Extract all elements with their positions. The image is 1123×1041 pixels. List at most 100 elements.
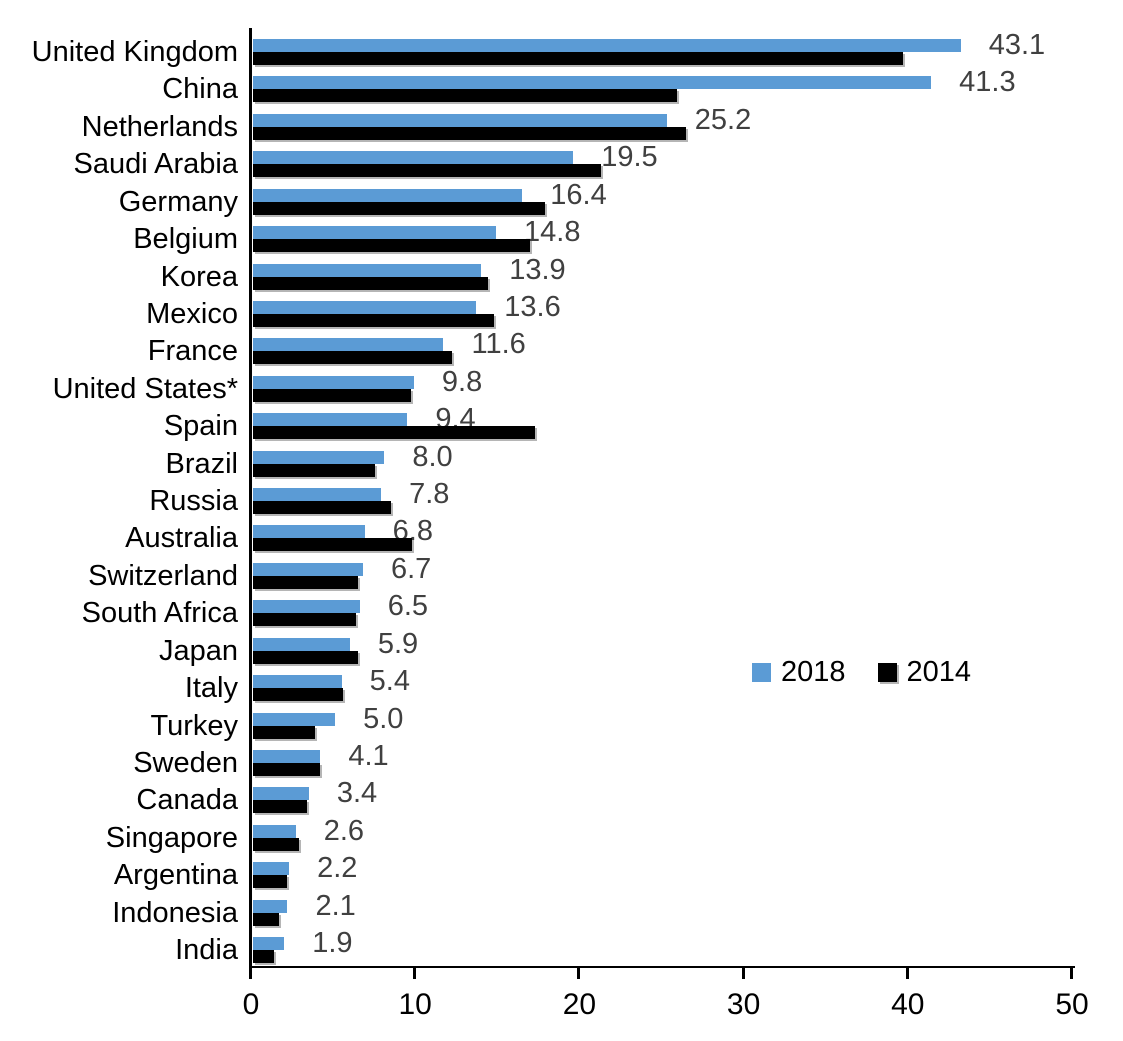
data-label: 1.9 [312, 927, 353, 960]
bar-2014 [253, 276, 488, 290]
legend-item-2018: 2018 [752, 658, 846, 687]
bar-2014 [253, 688, 344, 702]
bar-2014 [253, 239, 531, 253]
legend-swatch-2018-icon [752, 663, 771, 682]
data-label: 6.5 [387, 590, 429, 623]
category-label: Australia [125, 522, 238, 555]
x-axis-line [249, 966, 1075, 968]
data-label: 3.4 [336, 777, 378, 810]
category-label: Singapore [105, 821, 238, 854]
data-label: 5.4 [369, 665, 410, 698]
bar-2014 [253, 575, 359, 589]
bar-2014 [253, 800, 308, 814]
category-label: Mexico [146, 297, 238, 330]
data-label: 7.8 [409, 478, 450, 511]
bar-2014 [253, 837, 299, 851]
bar-2014 [253, 89, 677, 103]
data-label: 6.7 [391, 552, 432, 585]
category-label: China [162, 73, 238, 106]
bar-2018 [253, 263, 482, 277]
bar-2014 [253, 650, 359, 664]
data-label: 4.1 [348, 739, 389, 772]
legend-label-2018: 2018 [781, 656, 846, 688]
bar-2014 [253, 950, 275, 964]
legend-swatch-2014-icon [877, 663, 897, 682]
category-label: Japan [158, 634, 238, 667]
bar-2018 [253, 600, 360, 614]
bar-2014 [253, 912, 280, 926]
bar-2018 [253, 226, 497, 240]
data-label: 2.6 [323, 814, 365, 847]
category-label: Netherlands [81, 110, 238, 143]
bar-2018 [253, 562, 363, 576]
category-label: United Kingdom [31, 36, 238, 68]
data-label: 8.0 [412, 440, 453, 473]
category-label: Saudi Arabia [73, 148, 238, 181]
data-label: 13.6 [504, 290, 561, 323]
category-label: Belgium [133, 223, 238, 256]
data-label: 9.8 [441, 365, 483, 398]
category-label: Korea [160, 260, 238, 293]
data-label: 5.0 [363, 702, 404, 735]
bar-2018 [253, 712, 336, 726]
bar-2014 [253, 313, 495, 327]
bar-2014 [253, 52, 904, 65]
bar-2014 [253, 201, 546, 215]
category-label: Sweden [133, 746, 238, 779]
bar-2018 [253, 413, 408, 427]
bar-2018 [253, 787, 309, 801]
bar-2018 [253, 188, 523, 202]
bar-2018 [253, 338, 444, 352]
x-axis-tick [249, 968, 252, 979]
data-label: 2.2 [317, 852, 358, 885]
category-label: Indonesia [112, 896, 238, 929]
data-label: 11.6 [471, 328, 526, 361]
bar-2018 [253, 824, 296, 838]
bar-2018 [253, 375, 414, 389]
bar-2018 [253, 300, 477, 314]
data-label: 16.4 [550, 178, 607, 211]
category-label: Italy [184, 672, 238, 705]
x-axis-tick-label: 20 [562, 988, 597, 1021]
bar-2018 [253, 450, 385, 464]
data-label: 2.1 [315, 889, 356, 922]
x-axis-tick-label: 0 [242, 988, 260, 1021]
data-label: 5.9 [377, 627, 419, 660]
bar-2018 [253, 675, 342, 689]
category-label: Russia [149, 485, 238, 518]
x-axis-tick-label: 40 [891, 988, 925, 1021]
bar-2018 [253, 862, 290, 876]
data-label: 25.2 [694, 103, 752, 136]
category-label: Turkey [150, 709, 238, 742]
legend-item-2014: 2014 [877, 658, 971, 687]
x-axis-tick-label: 10 [398, 988, 432, 1021]
data-label: 43.1 [988, 29, 1046, 61]
category-label: Argentina [113, 859, 238, 892]
x-axis-tick [905, 968, 909, 979]
bar-2018 [253, 899, 288, 913]
category-label: South Africa [81, 597, 238, 630]
category-label: Brazil [165, 447, 238, 480]
category-label: Germany [118, 185, 238, 218]
bar-2018 [253, 151, 574, 165]
bar-2014 [253, 463, 375, 477]
bar-2018 [253, 113, 667, 127]
bar-2018 [253, 937, 285, 951]
bar-2014 [253, 164, 602, 178]
x-axis-tick-label: 30 [726, 988, 761, 1021]
category-label: United States* [52, 372, 238, 405]
bar-2014 [253, 762, 321, 776]
bar-2014 [253, 725, 316, 739]
data-label: 19.5 [601, 141, 658, 174]
bar-2014 [253, 501, 391, 515]
legend: 2018 2014 [752, 658, 971, 687]
category-label: France [147, 335, 238, 368]
x-axis-tick [577, 968, 581, 979]
bar-2014 [253, 351, 452, 365]
bar-2018 [253, 76, 932, 90]
bar-2018 [253, 749, 321, 763]
bar-2014 [253, 613, 357, 627]
x-axis-tick [1070, 968, 1073, 979]
x-axis-tick-label: 50 [1055, 988, 1089, 1021]
